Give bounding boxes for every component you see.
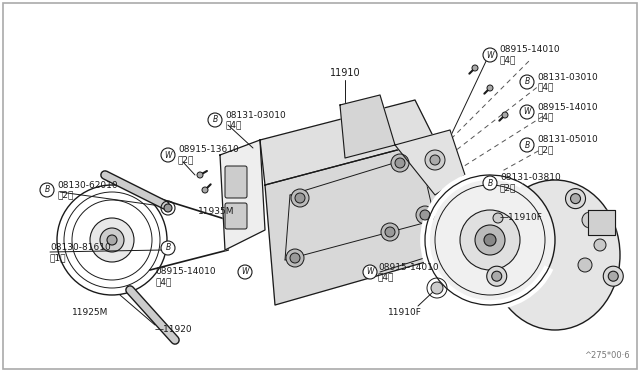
Circle shape — [381, 223, 399, 241]
Text: B: B — [212, 115, 218, 125]
Circle shape — [566, 189, 586, 209]
Text: （1）: （1） — [50, 253, 67, 263]
Text: B: B — [488, 179, 493, 187]
Text: 11910: 11910 — [330, 68, 360, 78]
FancyBboxPatch shape — [225, 166, 247, 198]
Circle shape — [202, 187, 208, 193]
Circle shape — [100, 228, 124, 252]
Circle shape — [484, 234, 496, 246]
Circle shape — [487, 85, 493, 91]
Ellipse shape — [490, 180, 620, 330]
Text: 08915-13610: 08915-13610 — [178, 145, 239, 154]
Text: （4）: （4） — [537, 83, 554, 92]
Circle shape — [395, 158, 405, 168]
Circle shape — [608, 271, 618, 281]
Text: B: B — [44, 186, 50, 195]
Text: 11935M: 11935M — [198, 208, 234, 217]
Text: —11910F: —11910F — [500, 214, 543, 222]
Text: （2）: （2） — [500, 183, 516, 192]
Circle shape — [502, 112, 508, 118]
Circle shape — [420, 210, 430, 220]
Circle shape — [416, 206, 434, 224]
Text: （4）: （4） — [225, 121, 241, 129]
Text: （4）: （4） — [378, 273, 394, 282]
Text: 08131-05010: 08131-05010 — [537, 135, 598, 144]
Circle shape — [430, 155, 440, 165]
Circle shape — [472, 65, 478, 71]
Text: W: W — [241, 267, 249, 276]
Circle shape — [295, 193, 305, 203]
Text: B: B — [524, 141, 530, 150]
Circle shape — [385, 227, 395, 237]
Circle shape — [520, 138, 534, 152]
Text: 11925M: 11925M — [72, 308, 108, 317]
Circle shape — [431, 282, 443, 294]
Circle shape — [40, 183, 54, 197]
Circle shape — [475, 225, 505, 255]
Text: W: W — [164, 151, 172, 160]
Text: （2）: （2） — [57, 190, 74, 199]
Polygon shape — [340, 95, 395, 158]
Text: 08915-14010: 08915-14010 — [499, 45, 559, 55]
Text: 08130-81610: 08130-81610 — [50, 244, 111, 253]
Circle shape — [197, 172, 203, 178]
Text: —11920: —11920 — [155, 325, 193, 334]
Circle shape — [363, 265, 377, 279]
Circle shape — [107, 235, 117, 245]
Circle shape — [520, 105, 534, 119]
Circle shape — [238, 265, 252, 279]
Text: W: W — [366, 267, 374, 276]
Text: W: W — [486, 51, 493, 60]
Circle shape — [425, 175, 555, 305]
Text: （2）: （2） — [178, 155, 195, 164]
Circle shape — [493, 213, 503, 223]
Polygon shape — [265, 140, 450, 305]
Text: （2）: （2） — [537, 145, 554, 154]
FancyBboxPatch shape — [225, 203, 247, 229]
Text: ^275*00·6: ^275*00·6 — [584, 351, 630, 360]
Circle shape — [291, 189, 309, 207]
Text: 08131-03010: 08131-03010 — [225, 110, 285, 119]
Circle shape — [594, 239, 606, 251]
Text: 08915-14010: 08915-14010 — [537, 103, 598, 112]
Circle shape — [492, 271, 502, 281]
Circle shape — [286, 249, 304, 267]
Polygon shape — [220, 140, 265, 250]
Circle shape — [483, 48, 497, 62]
Text: （4）: （4） — [155, 278, 172, 286]
Text: 08915-14010: 08915-14010 — [378, 263, 438, 272]
Circle shape — [582, 212, 598, 228]
Text: 08131-03010: 08131-03010 — [537, 73, 598, 81]
Circle shape — [425, 150, 445, 170]
Text: 11910F: 11910F — [388, 308, 422, 317]
Circle shape — [570, 193, 580, 203]
Circle shape — [483, 176, 497, 190]
Text: B: B — [524, 77, 530, 87]
Circle shape — [208, 113, 222, 127]
Circle shape — [161, 148, 175, 162]
Polygon shape — [260, 100, 435, 185]
Polygon shape — [395, 130, 465, 195]
Circle shape — [604, 266, 623, 286]
Circle shape — [161, 241, 175, 255]
Polygon shape — [588, 210, 615, 235]
Circle shape — [487, 266, 507, 286]
Text: B: B — [165, 244, 171, 253]
Text: W: W — [524, 108, 531, 116]
Circle shape — [290, 253, 300, 263]
Circle shape — [578, 258, 592, 272]
Circle shape — [520, 75, 534, 89]
Circle shape — [90, 218, 134, 262]
Text: （4）: （4） — [499, 55, 515, 64]
Circle shape — [164, 204, 172, 212]
Text: （4）: （4） — [537, 112, 554, 122]
Text: 08130-62010: 08130-62010 — [57, 180, 118, 189]
Circle shape — [460, 210, 520, 270]
Text: 08915-14010: 08915-14010 — [155, 267, 216, 276]
Text: 08131-03810: 08131-03810 — [500, 173, 561, 183]
Circle shape — [391, 154, 409, 172]
